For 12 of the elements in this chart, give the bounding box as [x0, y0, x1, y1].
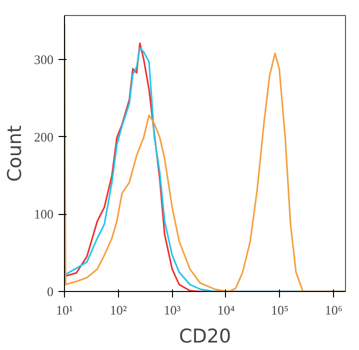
y-tick-label: 200 [34, 129, 54, 144]
y-tick-label: 100 [34, 206, 54, 222]
x-tick-label: 10³ [164, 302, 181, 318]
x-tick-label: 10¹ [56, 302, 74, 318]
x-tick-label: 10⁵ [271, 302, 289, 318]
x-tick-label: 10² [110, 302, 127, 318]
y-axis-title: Count [4, 125, 26, 182]
x-tick-label: 10⁴ [217, 302, 236, 318]
y-tick-label: 0 [47, 284, 54, 299]
x-axis-title: CD20 [178, 326, 232, 348]
x-tick-label: 10⁶ [324, 302, 342, 318]
y-tick-label: 300 [34, 52, 54, 68]
